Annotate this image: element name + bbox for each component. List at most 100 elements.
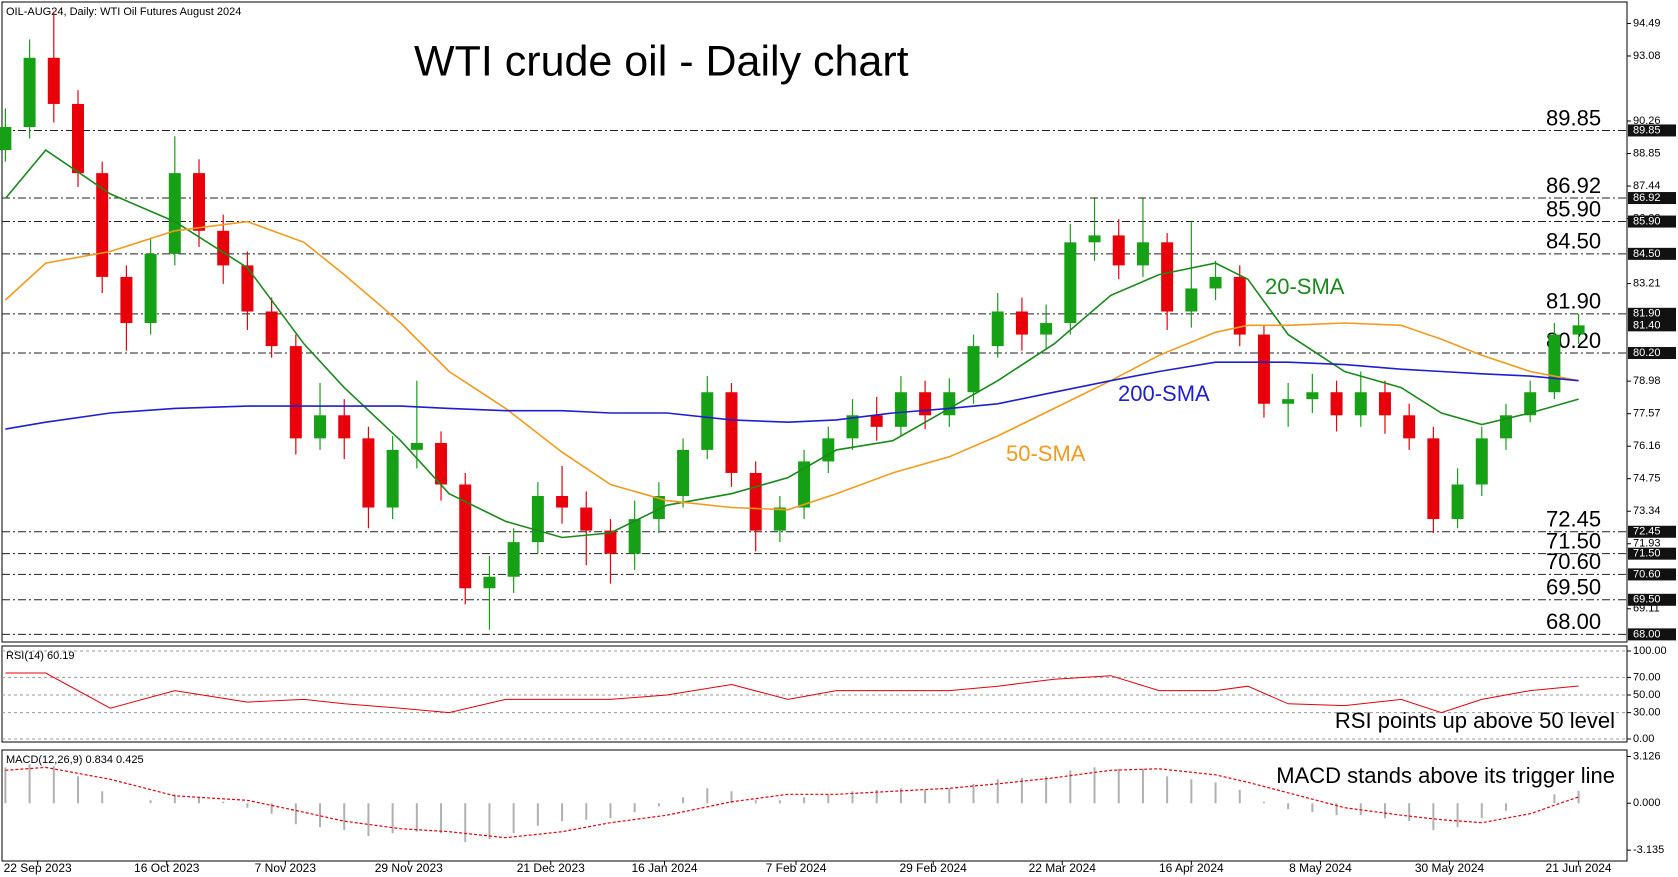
candle-body: [822, 438, 835, 462]
macd-signal-line: [5, 766, 1579, 839]
level-axis-label: 68.00: [1633, 628, 1661, 640]
sma-label: 20-SMA: [1265, 274, 1345, 299]
candle-body: [47, 57, 60, 104]
candle-body: [943, 392, 956, 416]
candle-body: [386, 449, 399, 508]
panel-frame: [1, 1, 1628, 643]
y-tick-label: 78.98: [1633, 375, 1661, 387]
x-tick-label: 29 Feb 2024: [899, 861, 967, 875]
candle-body: [1088, 235, 1101, 243]
indicator-label: RSI(14) 60.19: [6, 650, 74, 662]
candle-body: [894, 392, 907, 427]
y-tick-label: 50.00: [1633, 689, 1661, 701]
level-axis-label: 85.90: [1633, 215, 1661, 227]
x-tick-label: 7 Nov 2023: [255, 861, 317, 875]
y-tick-label: 0.00: [1633, 733, 1654, 745]
candle-body: [580, 507, 593, 531]
level-axis-box: [1628, 247, 1676, 260]
x-tick-label: 21 Dec 2023: [517, 861, 585, 875]
candle-body: [604, 530, 617, 554]
level-axis-box: [1628, 192, 1676, 205]
x-tick-label: 22 Mar 2024: [1029, 861, 1097, 875]
level-label: 69.50: [1546, 575, 1601, 600]
candle-body: [1499, 415, 1512, 439]
level-axis-box: [1628, 347, 1676, 360]
candle-body: [1330, 392, 1343, 416]
y-tick-label: 83.21: [1633, 278, 1661, 290]
candle-body: [652, 496, 665, 520]
level-axis-box: [1628, 628, 1676, 641]
candle-body: [435, 442, 448, 485]
candle-body: [677, 449, 690, 497]
chart-title: WTI crude oil - Daily chart: [414, 37, 909, 85]
level-label: 85.90: [1546, 196, 1601, 221]
candle-body: [1064, 242, 1077, 324]
candle-body: [144, 253, 157, 324]
level-label: 81.90: [1546, 289, 1601, 314]
candle-body: [241, 265, 254, 312]
candle-body: [23, 57, 36, 128]
symbol-header: OIL-AUG24, Daily: WTI Oil Futures August…: [6, 6, 241, 18]
x-tick-label: 29 Nov 2023: [375, 861, 443, 875]
level-label: 68.00: [1546, 609, 1601, 634]
sma-label: 200-SMA: [1118, 381, 1210, 406]
rsi-line: [5, 672, 1579, 714]
candle-body: [338, 415, 351, 439]
candle-body: [71, 103, 84, 174]
y-tick-label: 74.75: [1633, 473, 1661, 485]
y-tick-label: 94.49: [1633, 17, 1661, 29]
candle-body: [1136, 242, 1149, 266]
y-tick-label: 93.08: [1633, 50, 1661, 62]
y-tick-label: 3.126: [1633, 750, 1661, 762]
indicator-note: RSI points up above 50 level: [1335, 708, 1615, 733]
y-tick-label: 90.26: [1633, 115, 1661, 127]
level-label: 86.92: [1546, 173, 1601, 198]
candle-body: [919, 392, 932, 416]
y-tick-label: 76.16: [1633, 440, 1661, 452]
level-label: 89.85: [1546, 105, 1601, 130]
candle-body: [701, 392, 714, 450]
y-tick-label: 70.00: [1633, 671, 1661, 683]
y-tick-label: 88.85: [1633, 147, 1661, 159]
y-tick-label: 0.000: [1633, 797, 1661, 809]
candle-body: [265, 311, 278, 347]
x-tick-label: 16 Jan 2024: [631, 861, 697, 875]
panel-frame: [1, 645, 1628, 743]
level-label: 71.50: [1546, 528, 1601, 553]
candle-body: [193, 173, 206, 231]
candle-body: [168, 173, 181, 254]
indicator-note: MACD stands above its trigger line: [1276, 763, 1615, 788]
x-tick-label: 8 May 2024: [1289, 861, 1352, 875]
candle-body: [1040, 323, 1053, 335]
candle-body: [1015, 311, 1028, 335]
y-tick-label: 100.00: [1633, 645, 1667, 657]
level-axis-box: [1628, 593, 1676, 606]
level-label: 70.60: [1546, 549, 1601, 574]
level-axis-label: 86.92: [1633, 192, 1661, 204]
y-tick-label: -3.135: [1633, 844, 1664, 856]
y-tick-label: 30.00: [1633, 707, 1661, 719]
candle-body: [1354, 392, 1367, 416]
candle-body: [362, 438, 375, 508]
level-axis-label: 71.50: [1633, 548, 1661, 560]
candle-body: [1475, 438, 1488, 485]
level-axis-label: 89.85: [1633, 124, 1661, 136]
candle-body: [773, 507, 786, 531]
level-axis-label: 70.60: [1633, 568, 1661, 580]
candle-body: [507, 542, 520, 577]
panel-frame: [1, 749, 1628, 862]
candle-body: [870, 415, 883, 427]
x-tick-label: 22 Sep 2023: [4, 861, 72, 875]
level-axis-box: [1628, 215, 1676, 228]
candle-body: [556, 496, 569, 508]
level-axis-label: 81.90: [1633, 308, 1661, 320]
sma-line: [5, 361, 1579, 430]
candle-body: [1403, 415, 1416, 439]
sma-label: 50-SMA: [1006, 441, 1086, 466]
candle-body: [120, 276, 133, 324]
level-axis-box: [1628, 547, 1676, 560]
candle-body: [531, 496, 544, 543]
y-tick-label: 71.93: [1633, 538, 1661, 550]
